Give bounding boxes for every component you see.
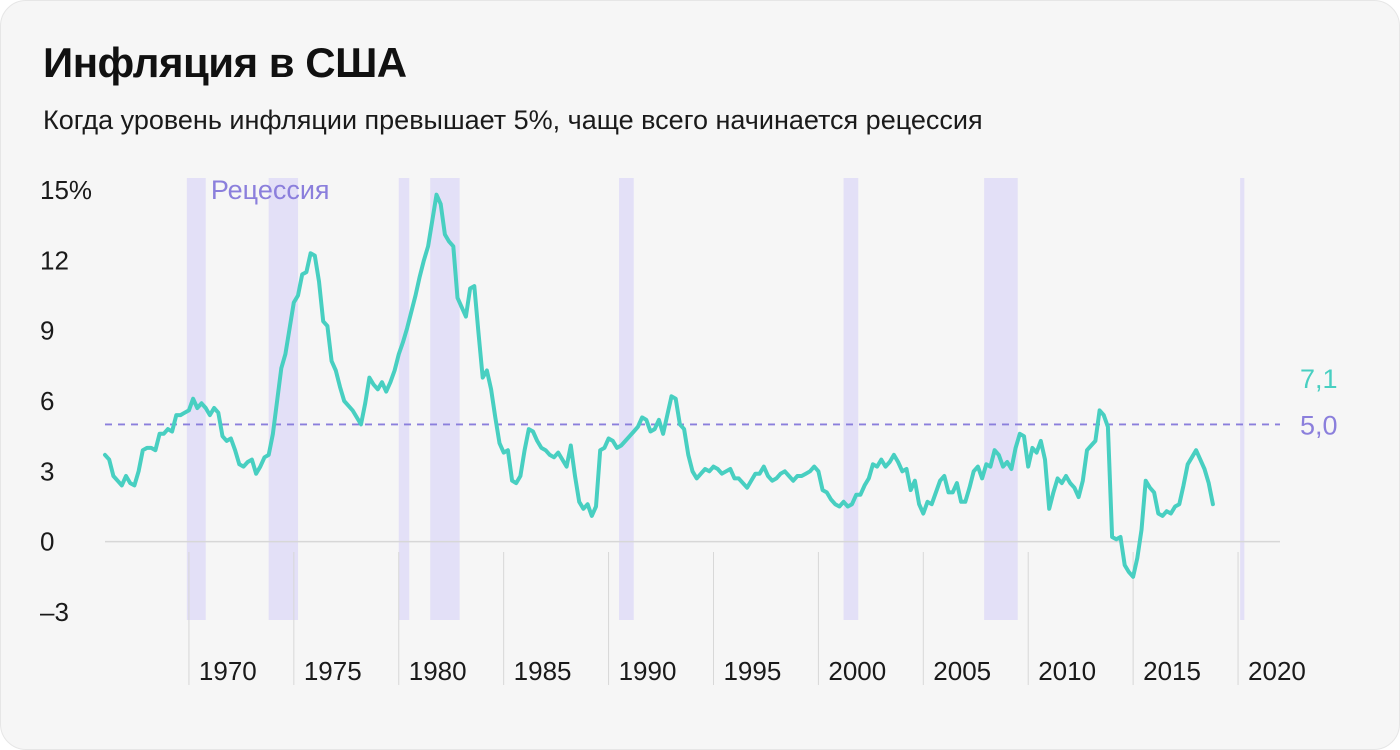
x-tick-label-2000: 2000: [828, 656, 886, 686]
inflation-series-line: [103, 192, 1215, 579]
x-tick-label-1980: 1980: [409, 656, 467, 686]
x-tick-label-1985: 1985: [514, 656, 572, 686]
x-tick-label-2010: 2010: [1038, 656, 1096, 686]
recession-band-7: [1240, 178, 1245, 620]
recession-band-0: [186, 178, 206, 620]
x-tick-label-2020: 2020: [1248, 656, 1306, 686]
last-value-label: 7,1: [1300, 364, 1338, 394]
y-tick-label-0: 15%: [40, 175, 92, 205]
chart-title: Инфляция в США: [43, 39, 407, 86]
x-tick-label-1975: 1975: [304, 656, 362, 686]
recession-band-3: [430, 178, 460, 620]
recession-band-6: [984, 178, 1018, 620]
x-tick-label-1970: 1970: [199, 656, 257, 686]
x-tick-label-1990: 1990: [619, 656, 677, 686]
recession-band-4: [619, 178, 634, 620]
chart-subtitle: Когда уровень инфляции превышает 5%, чащ…: [43, 105, 983, 135]
x-tick-label-1995: 1995: [723, 656, 781, 686]
y-tick-label-4: 3: [40, 456, 54, 486]
y-tick-label-3: 6: [40, 386, 54, 416]
recession-label: Рецессия: [211, 175, 330, 205]
y-tick-label-5: 0: [40, 527, 54, 557]
recession-band-2: [398, 178, 410, 620]
y-tick-label-2: 9: [40, 316, 54, 346]
recession-band-1: [268, 178, 299, 620]
x-tick-label-2015: 2015: [1143, 656, 1201, 686]
x-tick-label-2005: 2005: [933, 656, 991, 686]
recession-band-5: [843, 178, 859, 620]
threshold-label: 5,0: [1300, 410, 1338, 440]
y-tick-label-1: 12: [40, 245, 69, 275]
y-tick-label-6: –3: [40, 597, 69, 627]
